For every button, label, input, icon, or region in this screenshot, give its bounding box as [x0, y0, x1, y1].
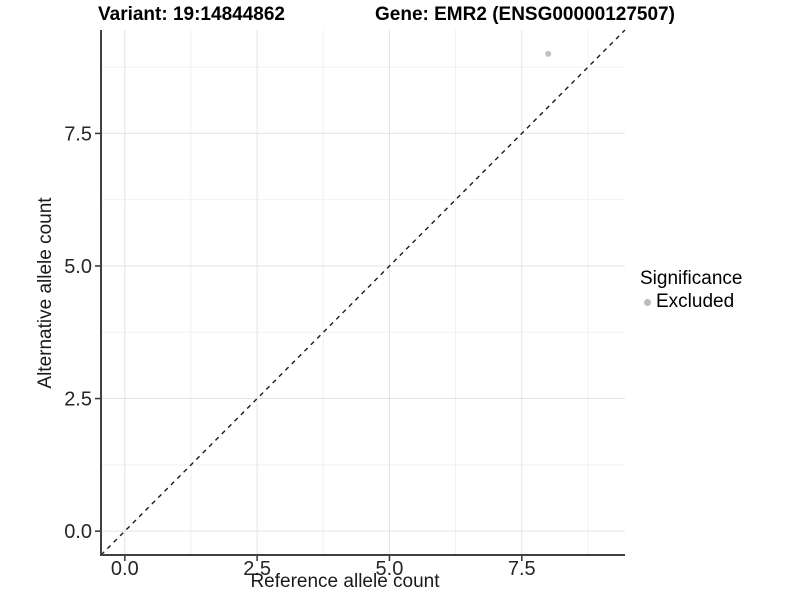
legend-title: Significance	[640, 268, 743, 289]
legend: Significance Excluded	[638, 268, 742, 313]
data-point	[545, 50, 552, 57]
y-tick-label: 5.0	[64, 256, 92, 278]
y-axis-title: Alternative allele count	[35, 197, 56, 389]
variant-title: Variant: 19:14844862	[98, 4, 285, 25]
y-tick-label: 2.5	[64, 389, 92, 411]
legend-item-label: Excluded	[656, 291, 735, 312]
x-tick-label: 7.5	[508, 558, 536, 580]
x-tick-label: 0.0	[111, 558, 139, 580]
y-tick-label: 0.0	[64, 521, 92, 543]
legend-item-excluded: Excluded	[638, 291, 742, 313]
identity-reference-line	[100, 29, 626, 556]
x-tick-label: 2.5	[243, 558, 271, 580]
gene-title: Gene: EMR2 (ENSG00000127507)	[375, 4, 675, 25]
y-tick-label: 7.5	[64, 123, 92, 145]
excluded-point-icon	[644, 298, 651, 306]
x-axis-title: Reference allele count	[250, 571, 440, 592]
x-tick-label: 5.0	[376, 558, 404, 580]
